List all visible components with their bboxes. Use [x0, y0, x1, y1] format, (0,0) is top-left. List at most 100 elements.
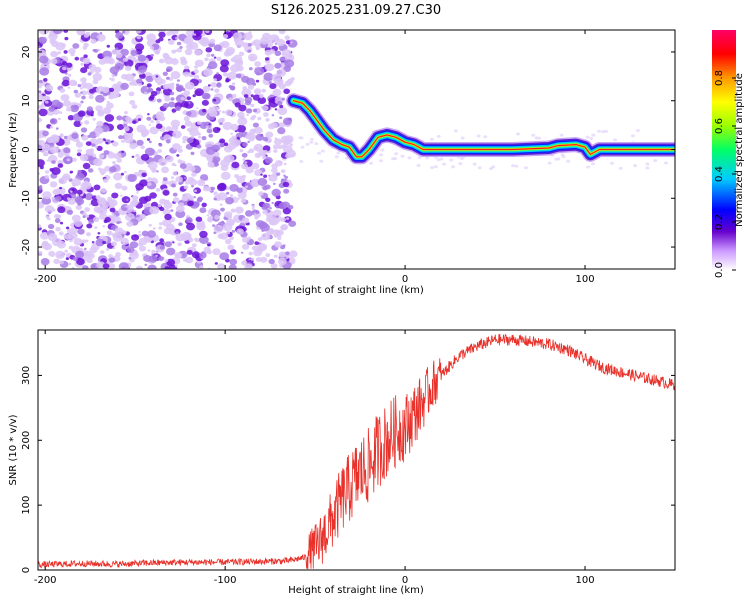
noise-speckle: [179, 163, 187, 169]
noise-speckle: [260, 173, 263, 176]
noise-speckle: [105, 141, 109, 145]
noise-speckle: [76, 258, 85, 266]
noise-speckle: [178, 202, 185, 208]
noise-speckle: [585, 135, 590, 139]
noise-speckle: [229, 194, 234, 198]
noise-speckle: [193, 33, 197, 36]
noise-speckle: [171, 49, 177, 54]
noise-speckle: [188, 165, 196, 172]
noise-speckle: [74, 220, 83, 227]
top-x-tick-label: 0: [402, 274, 408, 285]
noise-speckle: [122, 230, 127, 235]
noise-speckle: [72, 157, 77, 162]
noise-speckle: [182, 140, 186, 144]
noise-speckle: [159, 198, 167, 205]
noise-speckle: [97, 232, 101, 235]
noise-speckle: [164, 199, 170, 204]
noise-speckle: [128, 91, 135, 97]
noise-speckle: [104, 216, 112, 223]
noise-speckle: [38, 104, 43, 109]
noise-speckle: [149, 126, 159, 135]
noise-speckle: [146, 83, 152, 88]
noise-speckle: [283, 174, 286, 177]
noise-speckle: [477, 166, 482, 170]
noise-speckle: [150, 53, 154, 57]
noise-speckle: [209, 38, 216, 44]
noise-speckle: [207, 161, 215, 168]
noise-speckle: [176, 154, 180, 157]
noise-speckle: [250, 94, 254, 98]
noise-speckle: [138, 233, 142, 237]
signal-ridge-layer: [286, 93, 675, 165]
noise-speckle: [561, 155, 566, 159]
noise-speckle: [67, 197, 71, 201]
noise-speckle: [379, 153, 384, 157]
noise-speckle: [71, 132, 79, 139]
noise-speckle: [230, 64, 240, 73]
noise-speckle: [283, 135, 294, 144]
noise-speckle: [60, 94, 70, 102]
noise-speckle: [175, 36, 179, 40]
noise-speckle: [283, 162, 287, 166]
noise-speckle: [131, 234, 140, 241]
noise-speckle: [254, 61, 261, 67]
noise-speckle: [286, 78, 294, 85]
noise-speckle: [110, 77, 115, 82]
noise-speckle: [268, 258, 275, 265]
noise-speckle: [50, 50, 58, 58]
noise-speckle: [288, 205, 294, 210]
noise-speckle: [171, 183, 176, 188]
noise-speckle: [71, 214, 81, 222]
noise-speckle: [92, 49, 96, 52]
noise-speckle: [90, 38, 97, 44]
noise-speckle: [251, 204, 255, 208]
noise-speckle: [236, 65, 244, 72]
noise-speckle: [66, 209, 73, 215]
noise-speckle: [175, 209, 186, 219]
noise-speckle: [164, 213, 172, 221]
noise-speckle: [299, 160, 304, 163]
noise-speckle: [393, 157, 398, 160]
noise-speckle: [159, 206, 165, 212]
noise-speckle: [74, 56, 80, 61]
top-y-tick-label: 10: [21, 94, 32, 107]
noise-speckle: [278, 257, 287, 266]
noise-speckle: [664, 161, 668, 165]
noise-speckle: [216, 106, 220, 110]
noise-speckle: [107, 196, 113, 201]
noise-speckle: [263, 174, 268, 178]
noise-speckle: [286, 217, 290, 220]
noise-speckle: [77, 148, 82, 153]
snr-line-layer: [38, 333, 675, 570]
noise-speckle: [63, 147, 71, 154]
noise-speckle: [234, 39, 244, 47]
noise-speckle: [136, 124, 147, 133]
noise-speckle: [115, 32, 124, 39]
noise-speckle: [70, 190, 73, 193]
noise-speckle: [85, 141, 92, 147]
noise-speckle: [123, 204, 134, 213]
noise-speckle: [175, 84, 184, 92]
noise-speckle: [188, 236, 192, 240]
noise-speckle: [514, 164, 519, 168]
noise-speckle: [199, 230, 208, 238]
noise-speckle: [39, 165, 44, 170]
noise-speckle: [124, 65, 132, 71]
noise-speckle: [194, 65, 198, 69]
noise-speckle: [102, 263, 110, 269]
noise-speckle: [254, 126, 263, 135]
noise-speckle: [183, 90, 191, 96]
noise-speckle: [176, 41, 182, 46]
noise-speckle: [49, 181, 58, 188]
noise-speckle: [451, 165, 456, 169]
noise-speckle: [136, 191, 139, 194]
noise-speckle: [175, 264, 178, 268]
noise-speckle: [59, 88, 66, 93]
noise-speckle: [279, 116, 283, 120]
noise-speckle: [205, 125, 209, 129]
noise-speckle: [128, 257, 132, 260]
noise-speckle: [47, 233, 58, 242]
noise-speckle: [75, 141, 84, 148]
noise-speckle: [597, 129, 601, 133]
noise-speckle: [120, 82, 129, 90]
